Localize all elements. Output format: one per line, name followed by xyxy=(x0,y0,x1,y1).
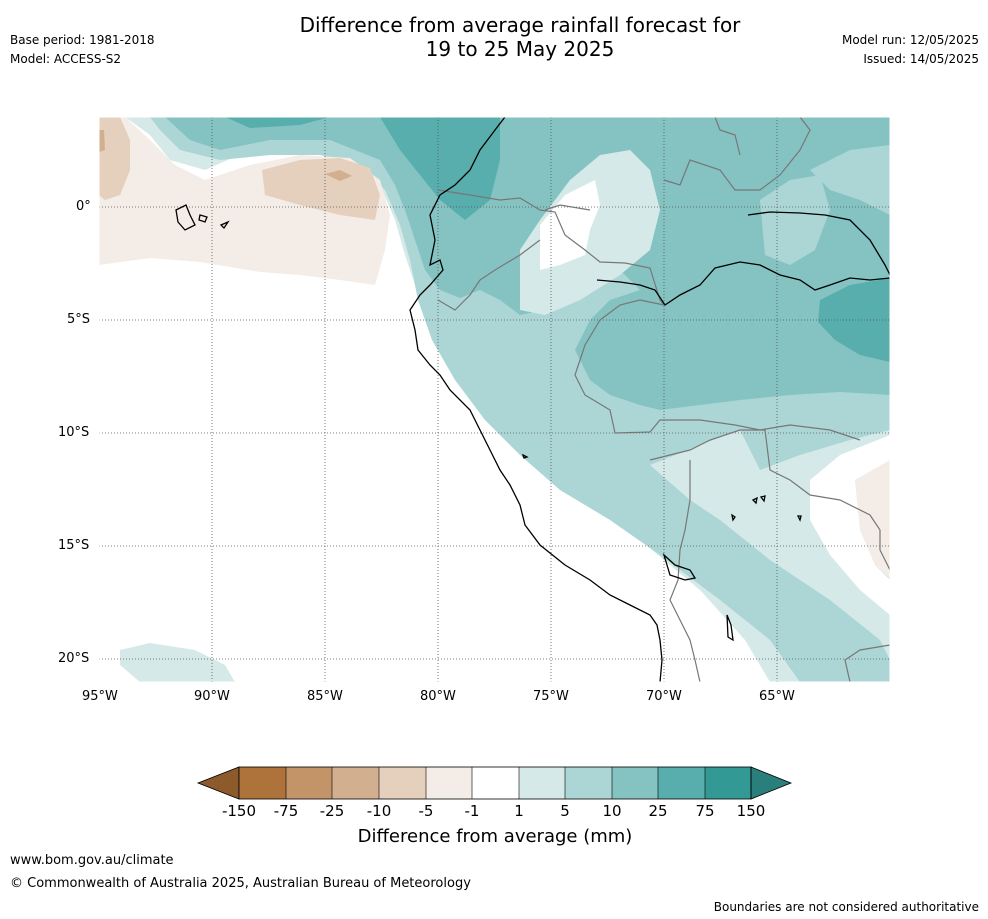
coastlines xyxy=(175,117,890,682)
anomaly-region-dry-light xyxy=(99,117,390,285)
country-borders xyxy=(437,117,890,682)
anomaly-region-dry-dot2 xyxy=(325,170,352,181)
lon-label: 75°W xyxy=(533,689,569,704)
colorbar-tick: -1 xyxy=(464,802,480,820)
anomaly-hole-white xyxy=(540,180,600,270)
issued-date: Issued: 14/05/2025 xyxy=(863,52,979,66)
colorbar-bin xyxy=(519,767,565,799)
gridlines xyxy=(99,117,890,682)
colorbar-bin xyxy=(612,767,658,799)
colorbar-bin xyxy=(426,767,472,799)
colorbar-tick: 1 xyxy=(514,802,524,820)
colorbar-tick: -10 xyxy=(366,802,392,820)
anomaly-region-dry-dot xyxy=(99,130,105,152)
anomaly-region-east-white xyxy=(810,435,890,615)
colorbar-bin xyxy=(379,767,426,799)
lat-label: 15°S xyxy=(58,538,90,553)
anomaly-region-dry-corner xyxy=(99,117,130,200)
colorbar-tick: 25 xyxy=(648,802,668,820)
colorbar-tick: 10 xyxy=(602,802,622,820)
lat-label: 5°S xyxy=(67,312,91,327)
anomaly-region-25-75-b xyxy=(818,278,890,362)
colorbar-tick: -25 xyxy=(319,802,345,820)
colorbar-tick: -75 xyxy=(273,802,299,820)
colorbar-arrow-right xyxy=(750,766,793,800)
colorbar-bin xyxy=(658,767,705,799)
colorbar-tick: 5 xyxy=(560,802,570,820)
model-name: Model: ACCESS-S2 xyxy=(10,52,122,66)
title-line-2: 19 to 25 May 2025 xyxy=(425,37,615,61)
anomaly-hole-ne xyxy=(810,145,890,215)
colorbar-bin xyxy=(705,767,751,799)
anomaly-region-dry-mid xyxy=(262,158,380,220)
colorbar-bin xyxy=(239,767,286,799)
colorbar-arrow-left xyxy=(196,766,240,800)
colorbar-bin xyxy=(286,767,332,799)
colorbar-label: Difference from average (mm) xyxy=(357,826,633,847)
colorbar-tick: -150 xyxy=(221,802,257,820)
colorbar-tick: -5 xyxy=(418,802,434,820)
footer-copyright: © Commonwealth of Australia 2025, Austra… xyxy=(10,876,471,891)
map-fill-layers xyxy=(99,117,890,682)
lon-label: 85°W xyxy=(307,689,343,704)
lat-label: 0° xyxy=(76,199,91,214)
lon-label: 70°W xyxy=(646,689,682,704)
footer-disclaimer: Boundaries are not considered authoritat… xyxy=(713,900,979,914)
colorbar-bin xyxy=(565,767,612,799)
colorbar xyxy=(196,766,793,800)
lat-label: 20°S xyxy=(58,651,90,666)
lon-label: 80°W xyxy=(420,689,456,704)
lon-label: 65°W xyxy=(759,689,795,704)
colorbar-tick: 75 xyxy=(695,802,715,820)
lat-label: 10°S xyxy=(58,425,90,440)
anomaly-region-25-75-a xyxy=(380,117,500,220)
anomaly-region-25-75-c xyxy=(225,117,330,128)
colorbar-bin xyxy=(472,767,519,799)
title-line-1: Difference from average rainfall forecas… xyxy=(299,13,741,37)
colorbar-tick: 150 xyxy=(736,802,766,820)
lon-label: 90°W xyxy=(194,689,230,704)
anomaly-region-sw xyxy=(120,643,235,682)
anomaly-hole-east xyxy=(760,175,830,265)
colorbar-bin xyxy=(332,767,379,799)
footer-url[interactable]: www.bom.gov.au/climate xyxy=(10,853,174,868)
anomaly-hole-north xyxy=(520,150,660,315)
lon-label: 95°W xyxy=(82,689,118,704)
base-period: Base period: 1981-2018 xyxy=(10,33,155,47)
model-run: Model run: 12/05/2025 xyxy=(841,33,979,47)
